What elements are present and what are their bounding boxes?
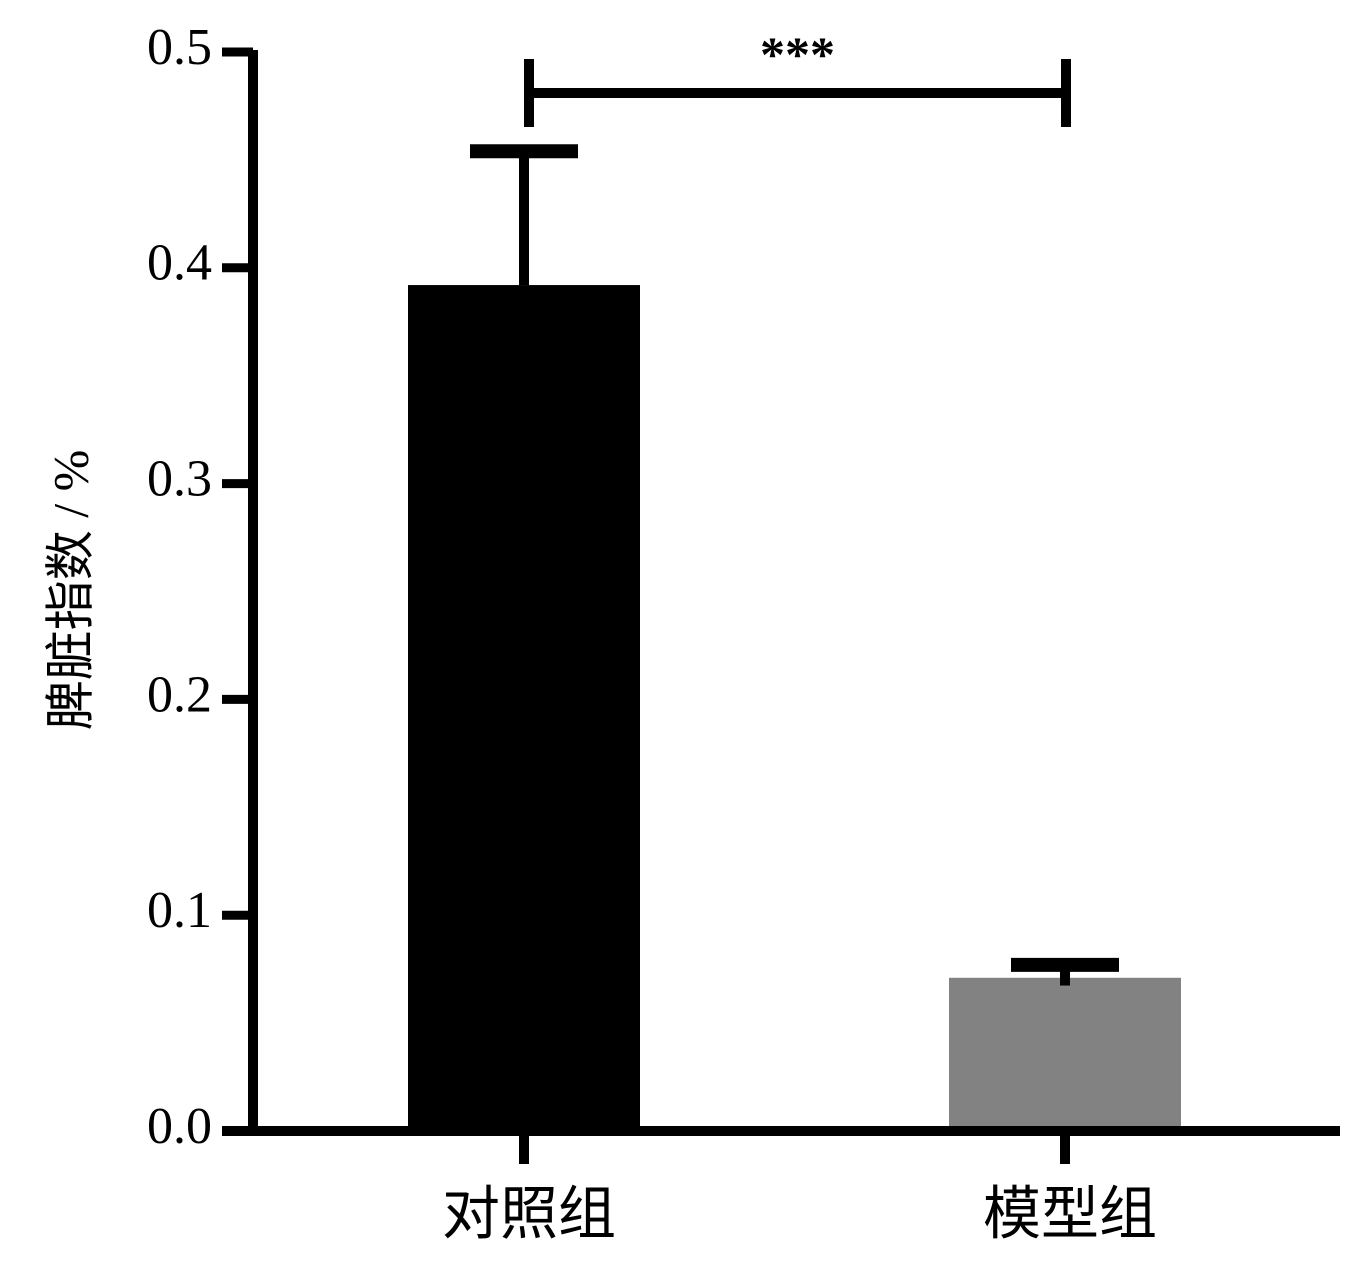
x-tick-label: 对照组: [442, 1181, 616, 1246]
y-tick-label: 0.5: [147, 19, 212, 76]
y-ticks-layer: 0.0 0.1 0.2 0.3 0.4 0.5: [147, 19, 253, 1155]
axes-layer: [222, 50, 1340, 1136]
bar: [949, 977, 1181, 1131]
x-ticks-layer: 对照组 模型组: [442, 1131, 1157, 1246]
x-tick-label: 模型组: [983, 1181, 1157, 1246]
significance-label: ***: [760, 26, 835, 82]
y-tick-label: 0.3: [147, 451, 212, 508]
y-tick-label: 0.4: [147, 235, 212, 292]
significance-layer: ***: [524, 26, 1071, 128]
bar: [408, 285, 640, 1132]
y-tick-label: 0.1: [147, 882, 212, 939]
y-tick-label: 0.2: [147, 666, 212, 723]
y-axis-label: 脾脏指数 / %: [42, 450, 98, 731]
y-tick-label: 0.0: [147, 1098, 212, 1155]
bars-layer: [408, 285, 1181, 1132]
error-bars-layer: [470, 144, 1119, 986]
